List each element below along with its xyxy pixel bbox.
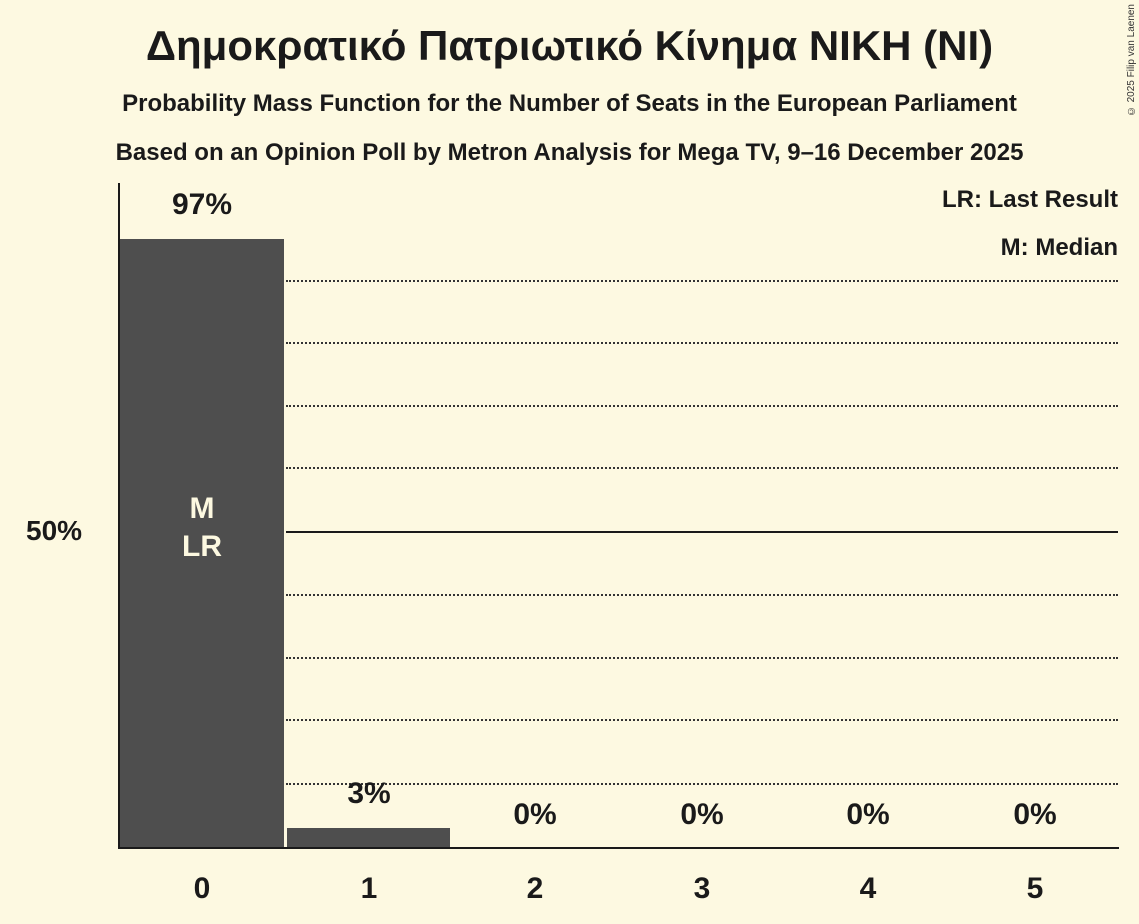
legend-last-result: LR: Last Result [941,186,1118,213]
x-tick-2: 2 [526,872,544,905]
gridline-20 [286,719,1118,721]
gridline-40 [286,594,1118,596]
legend-median: M: Median [1000,234,1118,261]
gridline-70 [286,405,1118,407]
gridline-10 [286,783,1118,785]
y-axis-label-50: 50% [26,515,83,546]
x-tick-3: 3 [693,872,711,905]
gridline-30 [286,657,1118,659]
chart-source: Based on an Opinion Poll by Metron Analy… [115,139,1024,166]
bar-label-3: 0% [680,798,724,831]
gridline-90 [286,280,1118,282]
gridline-80 [286,342,1118,344]
chart-title: Δημοκρατικό Πατριωτικό Κίνημα ΝΙΚΗ (NI) [145,22,994,69]
x-axis [118,847,1119,849]
gridline-60 [286,467,1118,469]
x-tick-1: 1 [360,872,378,905]
bar-label-4: 0% [846,798,890,831]
chart-subtitle: Probability Mass Function for the Number… [122,90,1017,117]
copyright: © 2025 Filip van Laenen [1126,4,1137,117]
bar-0 [120,239,284,848]
bar-1 [287,828,450,848]
x-tick-0: 0 [193,872,211,905]
x-tick-4: 4 [859,872,877,905]
x-tick-5: 5 [1026,872,1044,905]
bar-label-2: 0% [513,798,557,831]
bar-label-1: 3% [347,777,391,810]
gridline-50 [286,531,1118,533]
bar-label-5: 0% [1013,798,1057,831]
bar-0-median-marker: M LR [182,492,222,563]
bar-label-0: 97% [171,188,233,221]
y-axis [118,183,120,849]
